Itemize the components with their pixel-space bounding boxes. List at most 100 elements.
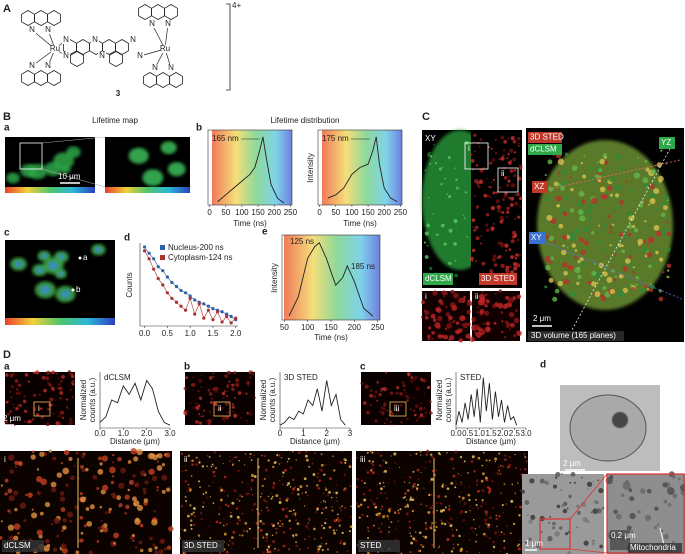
spot bbox=[391, 423, 393, 426]
spot bbox=[461, 496, 465, 500]
spot bbox=[438, 545, 441, 547]
arrow bbox=[659, 527, 665, 546]
spot bbox=[478, 179, 484, 184]
spot bbox=[231, 548, 233, 550]
spot bbox=[379, 530, 382, 533]
spot bbox=[111, 461, 115, 464]
spot bbox=[588, 216, 592, 220]
legend-label: dCLSM bbox=[530, 145, 557, 154]
spot bbox=[282, 508, 284, 510]
spot bbox=[213, 465, 215, 467]
spot bbox=[609, 193, 613, 197]
spot bbox=[455, 483, 457, 485]
spot bbox=[330, 496, 333, 499]
spot bbox=[629, 496, 635, 502]
spot bbox=[227, 495, 229, 497]
spot bbox=[101, 455, 108, 462]
spot bbox=[597, 479, 600, 482]
spot bbox=[369, 498, 372, 501]
y-axis-label: Intensity bbox=[306, 153, 315, 183]
spot bbox=[423, 393, 425, 395]
spot bbox=[635, 275, 639, 280]
spot bbox=[368, 488, 372, 492]
spot bbox=[12, 372, 15, 375]
spot bbox=[612, 195, 616, 198]
spot bbox=[349, 525, 353, 529]
spot bbox=[359, 503, 363, 507]
spot bbox=[288, 547, 291, 550]
x-tick-label: 100 bbox=[345, 208, 359, 217]
spot bbox=[329, 477, 332, 481]
spot bbox=[477, 456, 481, 460]
spot bbox=[557, 158, 565, 165]
spot bbox=[156, 460, 160, 463]
spot bbox=[425, 461, 426, 463]
spot bbox=[463, 460, 466, 463]
spot bbox=[548, 235, 555, 242]
spot bbox=[594, 291, 601, 298]
roi-box bbox=[33, 401, 51, 417]
point bbox=[188, 294, 192, 298]
spot bbox=[468, 498, 471, 502]
spot bbox=[265, 539, 268, 542]
spot bbox=[9, 512, 12, 515]
spot bbox=[219, 507, 222, 510]
spot bbox=[253, 475, 257, 479]
spot bbox=[504, 243, 508, 247]
spot bbox=[14, 460, 19, 466]
spot bbox=[187, 514, 190, 518]
spot bbox=[503, 149, 505, 152]
spot bbox=[579, 215, 586, 222]
spot bbox=[201, 374, 203, 377]
spot bbox=[268, 550, 272, 554]
spot bbox=[306, 546, 310, 550]
spot bbox=[437, 547, 440, 549]
spot bbox=[35, 370, 40, 375]
spot bbox=[80, 464, 85, 469]
spot bbox=[131, 533, 135, 537]
spot bbox=[241, 507, 243, 509]
spot bbox=[458, 228, 463, 232]
spot bbox=[295, 519, 297, 521]
spot bbox=[378, 392, 383, 397]
spot bbox=[473, 228, 476, 232]
spot bbox=[390, 508, 392, 510]
spot bbox=[319, 468, 321, 470]
spot bbox=[425, 527, 428, 531]
spot bbox=[100, 525, 105, 529]
spot bbox=[506, 210, 510, 214]
spot bbox=[565, 195, 570, 200]
spot bbox=[341, 505, 343, 508]
spot bbox=[99, 529, 104, 533]
spot bbox=[448, 338, 451, 342]
spot bbox=[235, 382, 240, 388]
spot bbox=[484, 293, 488, 297]
spot bbox=[230, 522, 232, 524]
spot bbox=[375, 506, 378, 508]
spot bbox=[426, 244, 429, 247]
spot bbox=[431, 331, 435, 335]
spot bbox=[320, 463, 324, 467]
spot bbox=[27, 380, 30, 383]
spot bbox=[608, 165, 611, 169]
spot bbox=[361, 513, 364, 516]
spot bbox=[408, 482, 410, 484]
spot bbox=[462, 225, 464, 228]
spot bbox=[614, 206, 619, 211]
spot bbox=[665, 247, 671, 252]
spot bbox=[415, 419, 418, 422]
spot bbox=[148, 468, 155, 476]
spot bbox=[55, 421, 60, 426]
spot bbox=[286, 484, 289, 487]
spot bbox=[630, 188, 633, 192]
spot bbox=[456, 209, 460, 213]
spot bbox=[333, 531, 337, 535]
spot bbox=[498, 514, 501, 518]
spot bbox=[213, 474, 216, 478]
panel-label: C bbox=[422, 111, 430, 123]
spot bbox=[97, 468, 104, 475]
spot bbox=[604, 160, 609, 165]
spot bbox=[50, 486, 57, 493]
x-tick-label: 200 bbox=[378, 208, 392, 217]
spot bbox=[193, 536, 195, 538]
